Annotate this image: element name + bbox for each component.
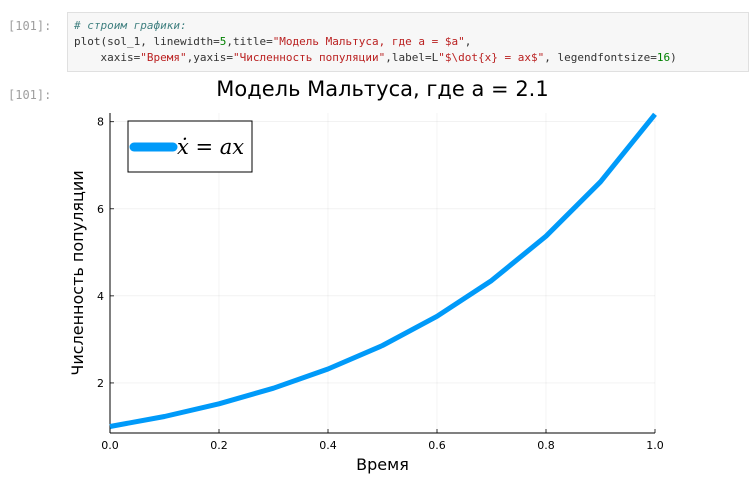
y-tick-label: 6 xyxy=(97,203,104,216)
y-axis-label: Численность популяции xyxy=(68,170,87,375)
code-token: xaxis= xyxy=(74,51,141,64)
x-tick-label: 0.8 xyxy=(537,439,555,452)
x-tick-label: 0.0 xyxy=(101,439,119,452)
code-string: "Время" xyxy=(140,51,187,64)
code-token: ,yaxis= xyxy=(186,51,233,64)
x-tick-label: 0.6 xyxy=(428,439,446,452)
code-token: ) xyxy=(670,51,677,64)
code-number: 5 xyxy=(219,35,227,48)
legend-label: ẋ = ax xyxy=(177,135,244,159)
chart-title: Модель Мальтуса, где a = 2.1 xyxy=(216,77,549,101)
code-string: "$\dot{x} = ax$" xyxy=(438,51,545,64)
y-tick-label: 2 xyxy=(97,377,104,390)
x-tick-label: 0.4 xyxy=(319,439,337,452)
code-string: "Численность популяции" xyxy=(232,51,386,64)
input-prompt: [101]: xyxy=(8,19,52,33)
code-token: , legendfontsize= xyxy=(544,51,657,64)
series-line xyxy=(109,112,657,429)
code-number: 16 xyxy=(656,51,671,64)
x-tick-label: 0.2 xyxy=(210,439,228,452)
code-token: , xyxy=(464,35,472,48)
code-token: ,label=L xyxy=(385,51,439,64)
code-token: ,title= xyxy=(226,35,273,48)
x-tick-label: 1.0 xyxy=(646,439,664,452)
output-prompt: [101]: xyxy=(8,88,52,102)
x-axis-label: Время xyxy=(356,455,409,474)
code-string: "Модель Мальтуса, где a = $a" xyxy=(272,35,465,48)
code-token: plot(sol_1, linewidth= xyxy=(74,35,220,48)
y-tick-label: 4 xyxy=(97,290,104,303)
y-tick-label: 8 xyxy=(97,116,104,129)
code-cell[interactable]: # строим графики: plot(sol_1, linewidth=… xyxy=(67,12,749,72)
code-comment: # строим графики: xyxy=(74,19,187,32)
